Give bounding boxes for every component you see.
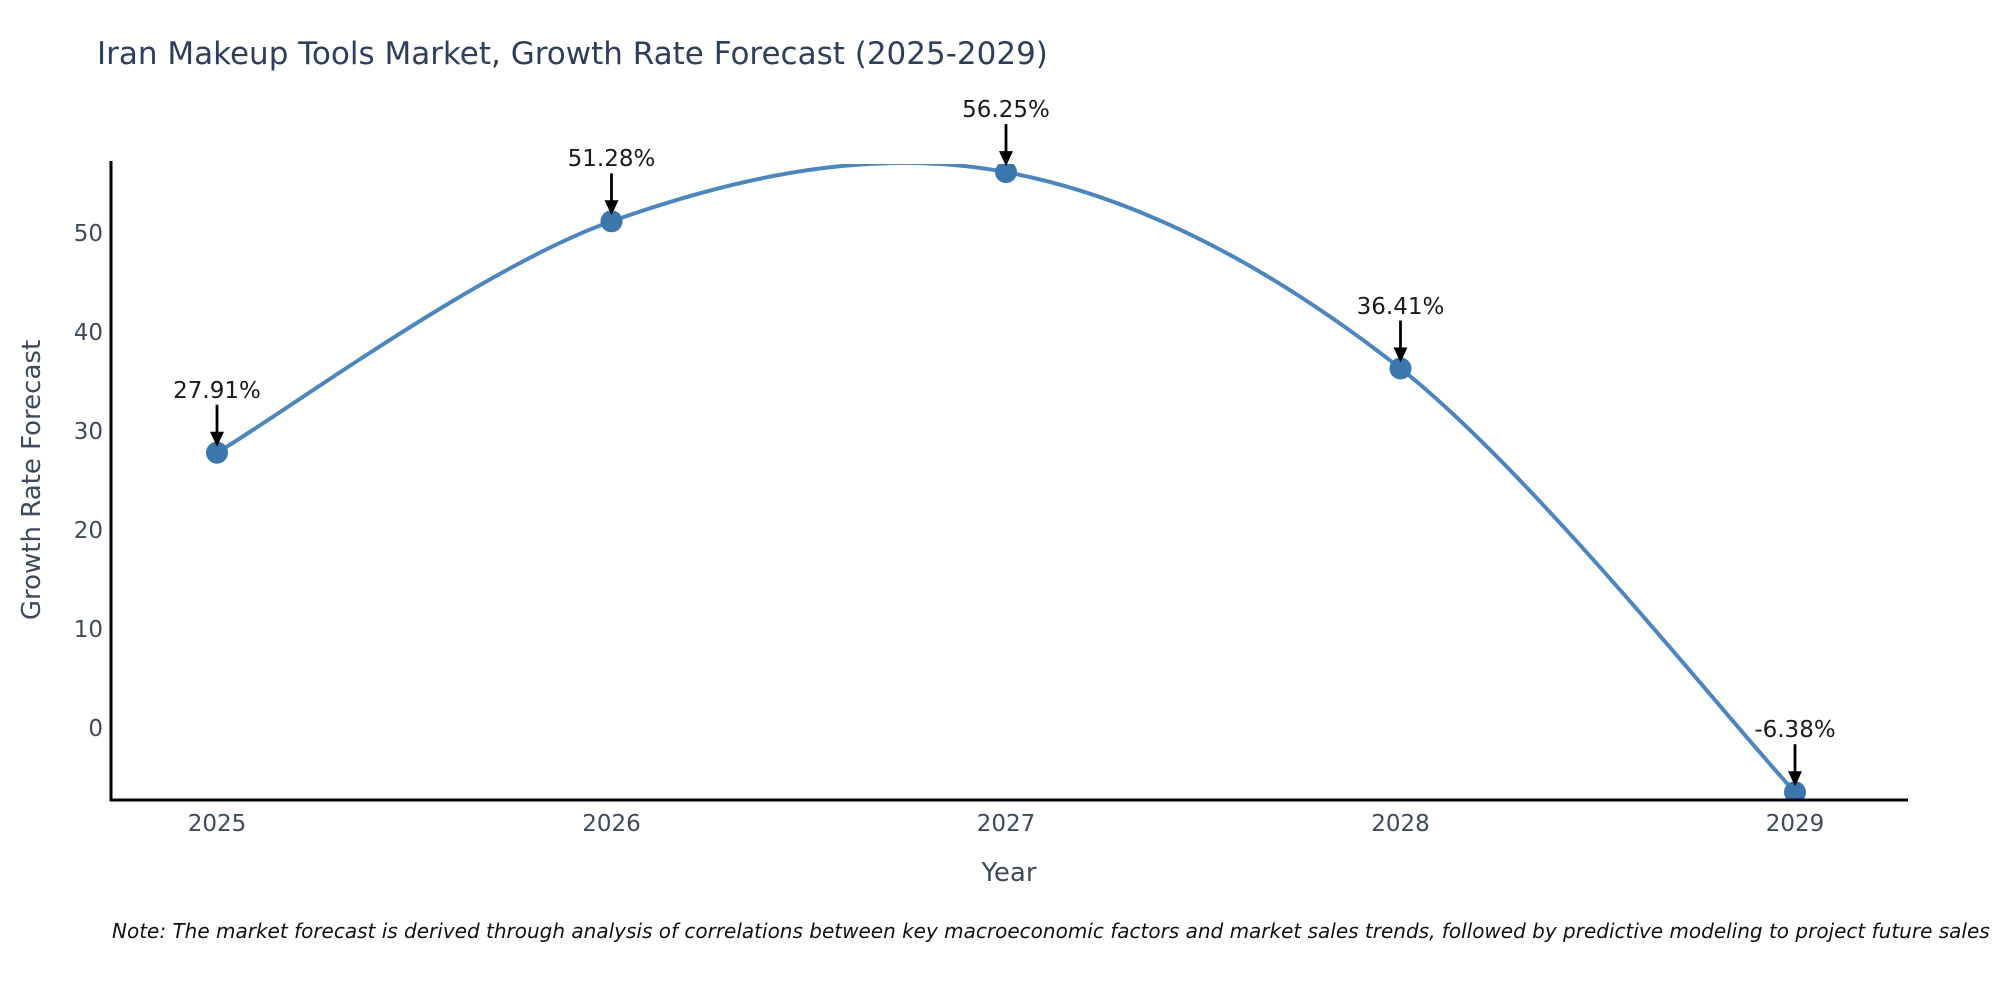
data-point-marker bbox=[995, 164, 1017, 184]
point-annotation-label: 27.91% bbox=[173, 377, 261, 404]
annotation-arrowhead bbox=[210, 431, 224, 447]
point-annotation-label: 56.25% bbox=[962, 97, 1050, 124]
footnote: Note: The market forecast is derived thr… bbox=[112, 919, 1990, 943]
data-point-marker bbox=[1389, 357, 1412, 380]
x-tick-label: 2027 bbox=[976, 811, 1036, 837]
annotation-arrowhead bbox=[604, 200, 619, 216]
point-annotation-label: -6.38% bbox=[1754, 717, 1836, 744]
annotation-arrowhead bbox=[1393, 347, 1408, 363]
x-axis-title: Year bbox=[981, 858, 1037, 888]
y-tick-label: 40 bbox=[73, 320, 103, 346]
data-point-marker bbox=[206, 441, 228, 464]
y-tick-label: 50 bbox=[73, 221, 103, 247]
y-tick-label: 30 bbox=[73, 419, 103, 445]
y-tick-label: 10 bbox=[73, 617, 103, 643]
point-annotation-label: 36.41% bbox=[1356, 293, 1445, 320]
x-tick-label: 2029 bbox=[1765, 811, 1825, 837]
y-tick-label: 20 bbox=[73, 518, 103, 544]
data-point-marker bbox=[600, 210, 623, 233]
x-tick-label: 2025 bbox=[187, 811, 247, 837]
annotation-arrowhead bbox=[999, 151, 1013, 167]
x-tick-label: 2026 bbox=[582, 811, 641, 837]
data-point-marker bbox=[1784, 781, 1806, 799]
y-tick-label: 0 bbox=[88, 716, 103, 742]
chart-title: Iran Makeup Tools Market, Growth Rate Fo… bbox=[97, 36, 1048, 72]
trend-line bbox=[215, 164, 1797, 795]
annotation-arrowhead bbox=[1788, 771, 1802, 787]
point-annotation-label: 51.28% bbox=[567, 146, 656, 173]
x-tick-label: 2028 bbox=[1371, 811, 1430, 837]
